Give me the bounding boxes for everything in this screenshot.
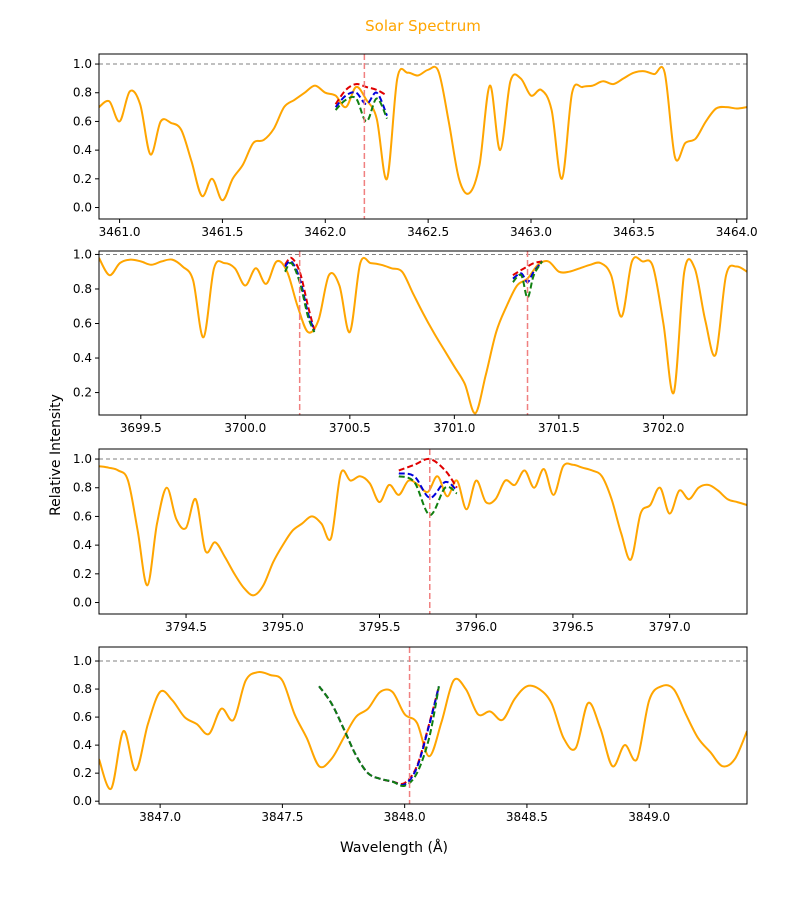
x-tick-label: 3796.5 bbox=[552, 620, 594, 634]
model-green-line bbox=[398, 475, 458, 516]
y-tick-label: 0.6 bbox=[73, 509, 92, 523]
plot-area bbox=[99, 449, 747, 614]
chart-title: Solar Spectrum bbox=[365, 17, 481, 35]
y-tick-label: 0.6 bbox=[73, 114, 92, 128]
spectrum-line bbox=[99, 256, 747, 415]
y-tick-label: 0.8 bbox=[73, 682, 92, 696]
y-tick-label: 0.2 bbox=[73, 386, 92, 400]
x-tick-label: 3461.0 bbox=[99, 225, 141, 239]
x-tick-label: 3462.0 bbox=[304, 225, 346, 239]
y-tick-label: 0.2 bbox=[73, 567, 92, 581]
model-green-line bbox=[512, 260, 543, 299]
x-tick-label: 3795.5 bbox=[358, 620, 400, 634]
x-tick-label: 3796.0 bbox=[455, 620, 497, 634]
spectrum-line bbox=[99, 671, 747, 790]
spectrum-line bbox=[99, 462, 747, 597]
axes-frame bbox=[98, 448, 748, 615]
y-tick-label: 0.2 bbox=[73, 766, 92, 780]
x-tick-label: 3847.5 bbox=[261, 810, 303, 824]
y-tick-label: 0.2 bbox=[73, 172, 92, 186]
x-tick-label: 3848.5 bbox=[506, 810, 548, 824]
y-tick-label: 0.8 bbox=[73, 282, 92, 296]
y-axis-label: Relative Intensity bbox=[48, 394, 64, 516]
panel-2: 3699.5 3700.0 3700.5 3701.0 3701.5 3702.0 0.2 0… bbox=[73, 247, 748, 435]
panel-1: 3461.0 3461.5 3462.0 3462.5 3463.0 3463.5 3464… bbox=[73, 53, 758, 239]
x-tick-label: 3849.0 bbox=[628, 810, 670, 824]
y-tick-label: 0.0 bbox=[73, 794, 92, 808]
y-tick-label: 0.4 bbox=[73, 351, 92, 365]
plot-area bbox=[99, 251, 747, 415]
x-tick-label: 3462.5 bbox=[407, 225, 449, 239]
x-tick-label: 3701.0 bbox=[433, 421, 475, 435]
model-green-line bbox=[318, 685, 440, 788]
x-tick-label: 3700.0 bbox=[224, 421, 266, 435]
y-tick-label: 0.4 bbox=[73, 738, 92, 752]
x-tick-label: 3701.5 bbox=[538, 421, 580, 435]
spectrum-line bbox=[99, 65, 747, 202]
y-tick-label: 0.0 bbox=[73, 596, 92, 610]
model-green-line bbox=[334, 95, 388, 123]
x-tick-label: 3795.0 bbox=[262, 620, 304, 634]
y-tick-label: 0.4 bbox=[73, 143, 92, 157]
plot-area bbox=[99, 647, 747, 804]
x-tick-label: 3464.0 bbox=[716, 225, 758, 239]
x-tick-label: 3848.0 bbox=[384, 810, 426, 824]
model-blue-line bbox=[334, 91, 388, 117]
axes-frame bbox=[98, 646, 748, 805]
panel-3: 3794.5 3795.0 3795.5 3796.0 3796.5 3797.0 0.0 0… bbox=[73, 448, 748, 634]
x-tick-label: 3847.0 bbox=[139, 810, 181, 824]
x-axis-label: Wavelength (Å) bbox=[340, 839, 448, 856]
panel-4: 3847.0 3847.5 3848.0 3848.5 3849.0 0.0 0.2 0.4 0… bbox=[73, 646, 748, 824]
y-tick-label: 0.6 bbox=[73, 710, 92, 724]
x-tick-label: 3794.5 bbox=[165, 620, 207, 634]
y-tick-label: 0.0 bbox=[73, 201, 92, 215]
model-red-line bbox=[398, 457, 458, 489]
x-tick-label: 3463.0 bbox=[510, 225, 552, 239]
y-tick-label: 0.4 bbox=[73, 538, 92, 552]
plot-area bbox=[99, 54, 747, 219]
x-tick-label: 3461.5 bbox=[201, 225, 243, 239]
panels: 3461.0 3461.5 3462.0 3462.5 3463.0 3463.5 3464… bbox=[73, 53, 758, 824]
axes-frame bbox=[98, 250, 748, 416]
y-tick-label: 1.0 bbox=[73, 57, 92, 71]
y-tick-label: 0.6 bbox=[73, 317, 92, 331]
y-tick-label: 1.0 bbox=[73, 247, 92, 261]
y-tick-label: 1.0 bbox=[73, 654, 92, 668]
x-tick-label: 3463.5 bbox=[613, 225, 655, 239]
model-blue-line bbox=[398, 472, 458, 499]
y-tick-label: 0.8 bbox=[73, 86, 92, 100]
y-tick-label: 0.8 bbox=[73, 481, 92, 495]
x-tick-label: 3700.5 bbox=[329, 421, 371, 435]
axes-frame bbox=[98, 53, 748, 220]
x-tick-label: 3797.0 bbox=[649, 620, 691, 634]
x-tick-label: 3702.0 bbox=[642, 421, 684, 435]
x-tick-label: 3699.5 bbox=[120, 421, 162, 435]
y-tick-label: 1.0 bbox=[73, 452, 92, 466]
